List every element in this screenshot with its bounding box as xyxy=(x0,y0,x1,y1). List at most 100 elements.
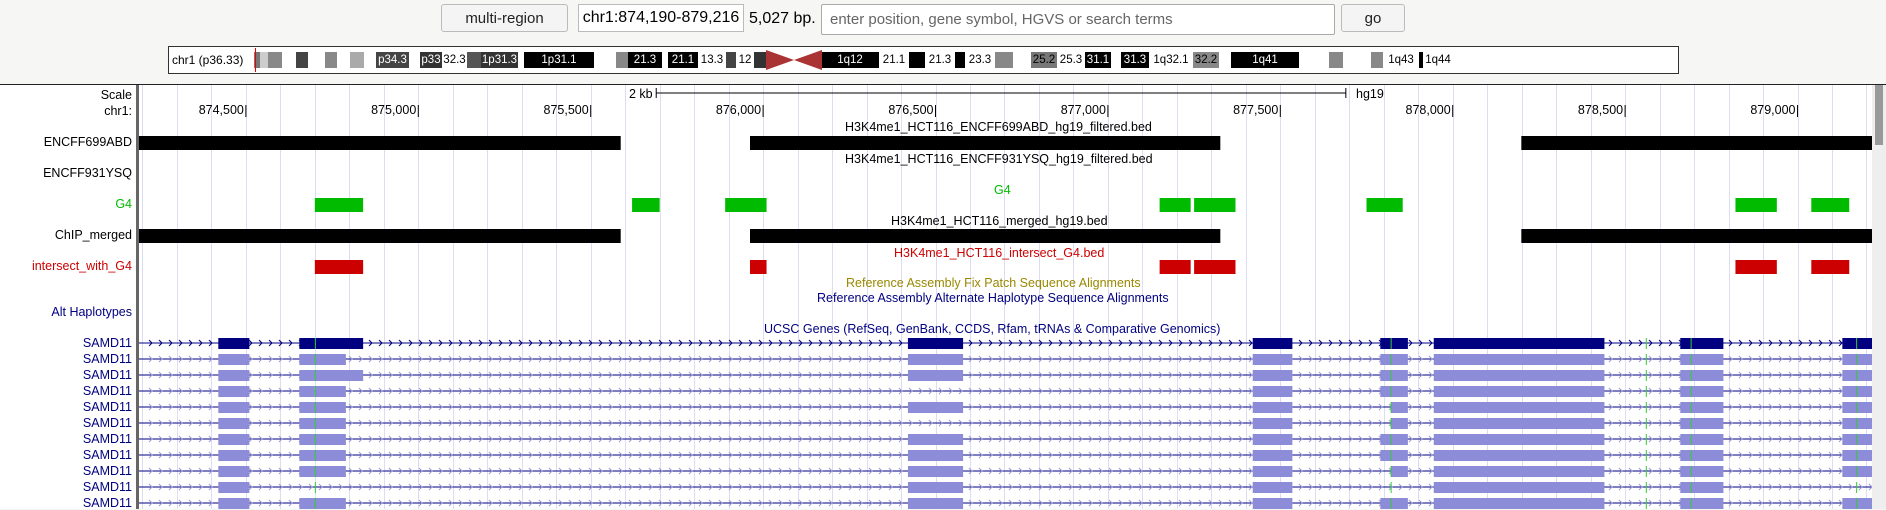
gene-exon[interactable] xyxy=(1680,498,1724,509)
gene-exon[interactable] xyxy=(1252,418,1293,429)
gene-exon[interactable] xyxy=(1252,466,1293,477)
gene-exon[interactable] xyxy=(299,370,364,381)
gene-exon[interactable] xyxy=(1842,338,1872,349)
gene-exon[interactable] xyxy=(1680,386,1724,397)
chip-merged-peak[interactable] xyxy=(749,229,1221,243)
encff699abd-peak[interactable] xyxy=(749,136,1221,150)
gene-exon[interactable] xyxy=(1842,498,1872,509)
chip-merged-peak[interactable] xyxy=(1521,229,1872,243)
g4-feature[interactable] xyxy=(314,198,364,212)
gene-exon[interactable] xyxy=(299,338,364,349)
track-label-chip-merged[interactable]: ChIP_merged xyxy=(54,228,132,242)
gene-exon[interactable] xyxy=(218,434,250,445)
gene-exon[interactable] xyxy=(1842,466,1872,477)
gene-exon[interactable] xyxy=(1433,498,1605,509)
gene-exon[interactable] xyxy=(299,434,346,445)
gene-label[interactable]: SAMD11 xyxy=(82,352,132,366)
gene-exon[interactable] xyxy=(1842,386,1872,397)
gene-exon[interactable] xyxy=(218,450,250,461)
gene-label[interactable]: SAMD11 xyxy=(82,416,132,430)
gene-exon[interactable] xyxy=(1252,370,1293,381)
gene-exon[interactable] xyxy=(1433,354,1605,365)
gene-label[interactable]: SAMD11 xyxy=(82,496,132,510)
g4-feature[interactable] xyxy=(1194,198,1236,212)
gene-exon[interactable] xyxy=(1380,338,1408,349)
gene-label[interactable]: SAMD11 xyxy=(82,400,132,414)
chip-merged-peak[interactable] xyxy=(139,229,621,243)
encff699abd-peak[interactable] xyxy=(1521,136,1872,150)
gene-exon[interactable] xyxy=(907,498,964,509)
g4-feature[interactable] xyxy=(1811,198,1850,212)
gene-exon[interactable] xyxy=(907,482,964,493)
gene-exon[interactable] xyxy=(907,402,964,413)
gene-exon[interactable] xyxy=(1680,434,1724,445)
gene-exon[interactable] xyxy=(907,434,964,445)
gene-label[interactable]: SAMD11 xyxy=(82,336,132,350)
gene-exon[interactable] xyxy=(299,498,346,509)
gene-exon[interactable] xyxy=(1433,370,1605,381)
gene-exon[interactable] xyxy=(907,370,964,381)
g4-feature[interactable] xyxy=(632,198,660,212)
gene-exon[interactable] xyxy=(1842,370,1872,381)
gene-label[interactable]: SAMD11 xyxy=(82,368,132,382)
scrollbar-thumb[interactable] xyxy=(1875,85,1883,145)
intersect-g4-feature[interactable] xyxy=(1159,260,1191,274)
gene-exon[interactable] xyxy=(1252,434,1293,445)
g4-feature[interactable] xyxy=(1366,198,1403,212)
go-button[interactable]: go xyxy=(1341,4,1405,32)
gene-exon[interactable] xyxy=(1252,402,1293,413)
gene-exon[interactable] xyxy=(907,354,964,365)
gene-label[interactable]: SAMD11 xyxy=(82,464,132,478)
gene-exon[interactable] xyxy=(1390,466,1408,477)
genome-browser-image[interactable]: Scale chr1: ENCFF699ABD ENCFF931YSQ G4 C… xyxy=(0,85,1886,510)
gene-exon[interactable] xyxy=(1433,418,1605,429)
gene-exon[interactable] xyxy=(1390,418,1408,429)
gene-exon[interactable] xyxy=(218,482,250,493)
intersect-g4-feature[interactable] xyxy=(749,260,767,274)
gene-exon[interactable] xyxy=(1380,354,1408,365)
gene-exon[interactable] xyxy=(1680,418,1724,429)
gene-exon[interactable] xyxy=(1842,418,1872,429)
gene-exon[interactable] xyxy=(218,418,250,429)
gene-exon[interactable] xyxy=(1842,354,1872,365)
track-label-g4[interactable]: G4 xyxy=(115,197,132,211)
gene-exon[interactable] xyxy=(1680,370,1724,381)
gene-exon[interactable] xyxy=(1842,434,1872,445)
g4-feature[interactable] xyxy=(1159,198,1191,212)
gene-exon[interactable] xyxy=(218,466,250,477)
gene-label[interactable]: SAMD11 xyxy=(82,448,132,462)
gene-exon[interactable] xyxy=(907,338,964,349)
gene-exon[interactable] xyxy=(1380,498,1408,509)
gene-exon[interactable] xyxy=(1842,450,1872,461)
multi-region-button[interactable]: multi-region xyxy=(441,4,568,32)
gene-exon[interactable] xyxy=(218,498,250,509)
gene-exon[interactable] xyxy=(1680,482,1724,493)
gene-label[interactable]: SAMD11 xyxy=(82,384,132,398)
gene-exon[interactable] xyxy=(299,402,346,413)
gene-exon[interactable] xyxy=(1433,338,1605,349)
gene-exon[interactable] xyxy=(218,354,250,365)
g4-feature[interactable] xyxy=(725,198,767,212)
track-label-intersect-g4[interactable]: intersect_with_G4 xyxy=(31,259,132,273)
position-display[interactable]: chr1:874,190-879,216 xyxy=(578,4,744,32)
gene-label[interactable]: SAMD11 xyxy=(82,432,132,446)
gene-exon[interactable] xyxy=(1380,434,1408,445)
gene-exon[interactable] xyxy=(1680,402,1724,413)
gene-exon[interactable] xyxy=(299,354,346,365)
gene-exon[interactable] xyxy=(1433,386,1605,397)
intersect-g4-feature[interactable] xyxy=(1735,260,1777,274)
gene-exon[interactable] xyxy=(218,370,250,381)
gene-exon[interactable] xyxy=(1252,498,1293,509)
g4-feature[interactable] xyxy=(1735,198,1777,212)
gene-exon[interactable] xyxy=(1680,466,1724,477)
gene-exon[interactable] xyxy=(1252,450,1293,461)
gene-exon[interactable] xyxy=(218,338,250,349)
gene-exon[interactable] xyxy=(299,466,346,477)
gene-exon[interactable] xyxy=(1433,450,1605,461)
chromosome-ideogram[interactable]: chr1 (p36.33) p34.3 p33 32.3 1p31.3 1p31.1 21… xyxy=(168,46,1679,74)
track-label-encff699abd[interactable]: ENCFF699ABD xyxy=(43,135,132,149)
gene-exon[interactable] xyxy=(1390,402,1408,413)
gene-exon[interactable] xyxy=(1252,386,1293,397)
track-label-alt-haplotypes[interactable]: Alt Haplotypes xyxy=(51,305,132,319)
vertical-scrollbar[interactable] xyxy=(1872,85,1886,509)
